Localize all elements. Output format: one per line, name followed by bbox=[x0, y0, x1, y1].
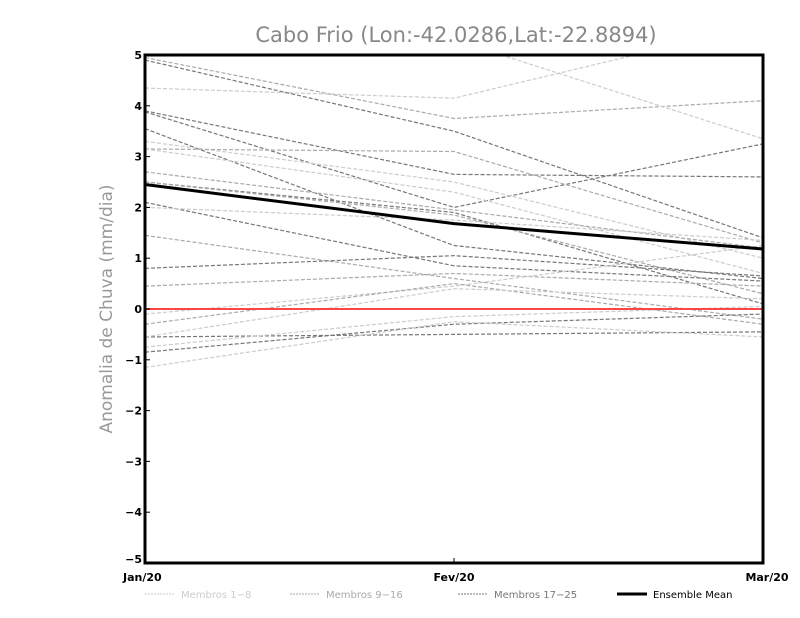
member-lines bbox=[145, 55, 763, 369]
ensemble-mean-line bbox=[144, 183, 764, 251]
x-tick-label: Mar/20 bbox=[745, 571, 788, 584]
member-line-21 bbox=[145, 331, 763, 338]
member-line-18 bbox=[145, 272, 763, 287]
legend-label: Membros 1−8 bbox=[181, 590, 251, 601]
legend-label: Membros 9−16 bbox=[326, 590, 403, 601]
member-line-15 bbox=[145, 206, 763, 242]
y-tick-label: −1 bbox=[125, 354, 142, 367]
member-line-2 bbox=[145, 56, 763, 120]
member-line-1 bbox=[145, 55, 638, 99]
member-line-20 bbox=[145, 282, 763, 325]
member-line-6 bbox=[145, 111, 763, 209]
x-tick-label: Fev/20 bbox=[433, 571, 474, 584]
member-line-24 bbox=[145, 313, 763, 353]
member-line-14 bbox=[145, 201, 763, 282]
y-tick-label: −5 bbox=[125, 553, 142, 566]
member-line-16 bbox=[145, 234, 763, 320]
y-axis-label: Anomalia de Chuva (mm/dia) bbox=[97, 184, 117, 433]
member-line-22 bbox=[145, 288, 763, 338]
y-tick-label: 2 bbox=[134, 201, 142, 214]
member-line-3 bbox=[145, 59, 763, 239]
legend-label: Ensemble Mean bbox=[653, 590, 732, 601]
y-tick-label: 4 bbox=[134, 100, 142, 113]
member-line-10 bbox=[145, 148, 763, 275]
member-line-5 bbox=[145, 110, 763, 178]
y-tick-label: −3 bbox=[125, 455, 142, 468]
y-tick-label: 1 bbox=[134, 252, 142, 265]
y-tick-label: −2 bbox=[125, 405, 142, 418]
y-axis-ticks: 5 4 3 2 1 0 −1 −2 −3 −4 −5 bbox=[125, 49, 150, 566]
y-tick-label: 5 bbox=[134, 49, 142, 62]
member-line-13 bbox=[145, 181, 763, 295]
x-axis-ticks: Jan/20 Fev/20 Mar/20 bbox=[122, 558, 789, 584]
y-tick-label: −4 bbox=[125, 506, 142, 519]
member-line-19 bbox=[145, 244, 763, 315]
member-line-11 bbox=[145, 171, 763, 249]
y-tick-label: 0 bbox=[134, 303, 142, 316]
legend-label: Membros 17−25 bbox=[494, 590, 577, 601]
member-line-8 bbox=[145, 140, 763, 259]
member-line-17 bbox=[145, 255, 763, 277]
member-line-9 bbox=[145, 148, 763, 244]
chart-title: Cabo Frio (Lon:-42.0286,Lat:-22.8894) bbox=[255, 23, 656, 47]
member-line-25 bbox=[145, 321, 763, 369]
x-tick-label: Jan/20 bbox=[122, 571, 162, 584]
member-line-12 bbox=[145, 181, 763, 305]
legend: Membros 1−8 Membros 9−16 Membros 17−25 Ense… bbox=[145, 590, 732, 601]
y-tick-label: 3 bbox=[134, 151, 142, 164]
